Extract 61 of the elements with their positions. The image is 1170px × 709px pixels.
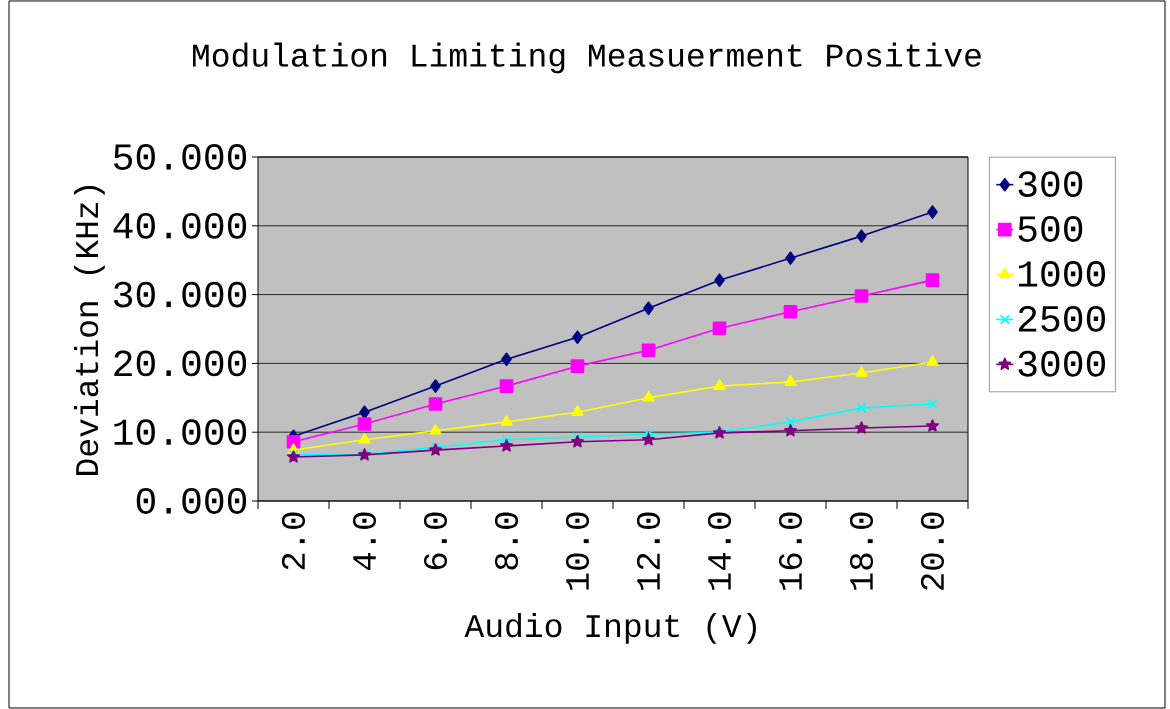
y-tick-label: 20.000 bbox=[114, 350, 247, 377]
x-tick-label: 10.0 bbox=[565, 512, 590, 590]
point bbox=[856, 403, 867, 414]
point bbox=[783, 304, 798, 319]
legend-label: 500 bbox=[1018, 216, 1083, 242]
point bbox=[785, 251, 796, 265]
point bbox=[925, 419, 939, 432]
point bbox=[927, 205, 938, 219]
y-tick-label: 30.000 bbox=[114, 281, 247, 308]
point bbox=[854, 289, 869, 303]
point bbox=[430, 379, 441, 393]
point bbox=[641, 343, 656, 358]
y-tick-label: 10.000 bbox=[114, 419, 247, 446]
x-tick-label: 8.0 bbox=[494, 512, 519, 570]
chart-title: Modulation Limiting Measuerment Positive bbox=[193, 42, 981, 74]
point bbox=[571, 405, 584, 417]
point bbox=[500, 415, 513, 426]
point bbox=[712, 321, 727, 336]
x-tick-label: 12.0 bbox=[636, 512, 661, 590]
legend-label: 3000 bbox=[1018, 350, 1106, 377]
point bbox=[642, 390, 655, 402]
point bbox=[785, 416, 796, 427]
legend-label: 300 bbox=[1018, 171, 1083, 197]
x-tick-label: 16.0 bbox=[778, 512, 803, 590]
point bbox=[925, 273, 940, 287]
point bbox=[499, 439, 514, 452]
point bbox=[359, 405, 370, 420]
point bbox=[854, 421, 868, 434]
point bbox=[501, 434, 512, 445]
point bbox=[643, 301, 654, 316]
y-axis-title: Deviation (KHz) bbox=[74, 186, 105, 475]
legend-label: 2500 bbox=[1018, 305, 1106, 332]
point bbox=[499, 379, 514, 393]
point bbox=[855, 366, 868, 377]
point bbox=[358, 432, 371, 444]
point bbox=[927, 398, 938, 410]
legend-label: 1000 bbox=[1018, 261, 1106, 287]
point bbox=[428, 397, 443, 411]
x-tick-label: 2.0 bbox=[281, 512, 306, 570]
x-tick-label: 6.0 bbox=[423, 512, 448, 570]
x-tick-label: 14.0 bbox=[707, 512, 732, 590]
x-tick-label: 20.0 bbox=[920, 512, 945, 590]
point bbox=[357, 417, 372, 431]
point bbox=[429, 424, 442, 435]
point bbox=[713, 379, 726, 390]
point bbox=[571, 435, 585, 448]
y-tick-label: 0.000 bbox=[136, 488, 247, 514]
point bbox=[714, 273, 725, 287]
y-tick-label: 40.000 bbox=[113, 212, 247, 239]
x-axis-title: Audio Input (V) bbox=[464, 612, 756, 644]
point bbox=[501, 352, 512, 367]
x-tick-label: 4.0 bbox=[352, 512, 377, 571]
point bbox=[570, 359, 585, 373]
point bbox=[926, 355, 939, 366]
point bbox=[641, 432, 655, 446]
point bbox=[856, 229, 867, 243]
x-tick-label: 18.0 bbox=[849, 512, 874, 590]
y-tick-label: 50.000 bbox=[114, 144, 247, 170]
point bbox=[572, 330, 583, 345]
point bbox=[783, 424, 797, 437]
point bbox=[784, 375, 797, 386]
